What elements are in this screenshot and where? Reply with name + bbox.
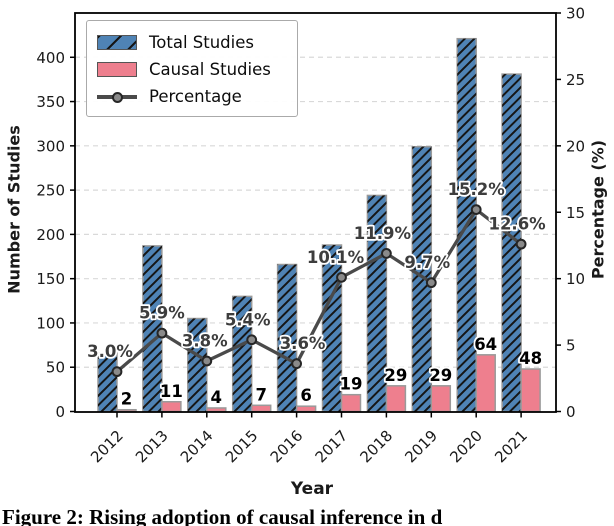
percentage-label: 3.8% <box>182 332 228 351</box>
total-studies-bar-hatch <box>412 146 432 412</box>
legend-item-total-studies: Total Studies <box>97 29 287 56</box>
x-tick-label: 2020 <box>446 427 486 467</box>
legend-label: Total Studies <box>149 33 254 52</box>
causal-count-label: 6 <box>300 386 311 405</box>
percentage-label: 12.6% <box>488 215 546 234</box>
x-tick-label: 2016 <box>267 427 307 467</box>
y-left-tick-label: 200 <box>36 226 65 244</box>
percentage-point <box>291 358 303 370</box>
x-tick-label: 2012 <box>87 427 127 467</box>
x-tick-label: 2017 <box>312 427 352 467</box>
percentage-line <box>115 207 523 373</box>
total-studies-bar-hatch <box>98 353 117 412</box>
causal-studies-bar <box>430 385 452 413</box>
causal-studies-bar <box>206 407 227 413</box>
causal-studies-bar <box>385 385 407 413</box>
total-studies-bar-hatch <box>187 318 207 412</box>
causal-count-label: 19 <box>340 375 363 394</box>
legend-label: Percentage <box>149 87 242 106</box>
percentage-label: 5.4% <box>225 310 271 329</box>
y-left-tick-label: 150 <box>36 270 65 288</box>
figure-caption: Figure 2: Rising adoption of causal infe… <box>2 505 443 526</box>
percentage-point <box>246 334 258 346</box>
legend: Total Studies Causal Studies Percentage <box>86 20 298 117</box>
y-right-tick-label: 0 <box>566 403 576 421</box>
percentage-label: 15.2% <box>448 180 506 199</box>
y-axis-label-left: Number of Studies <box>4 125 24 294</box>
causal-studies-bar <box>295 405 317 413</box>
causal-count-label: 7 <box>255 385 266 404</box>
percentage-point <box>201 355 213 367</box>
y-right-tick-label: 20 <box>566 137 585 155</box>
x-tick-label: 2014 <box>177 427 217 467</box>
causal-count-label: 4 <box>211 388 222 407</box>
causal-studies-bar <box>250 404 272 413</box>
percentage-label: 9.7% <box>404 253 450 272</box>
x-tick-label: 2018 <box>356 427 396 467</box>
percentage-point <box>470 204 482 215</box>
total-studies-swatch-icon <box>97 35 137 50</box>
causal-studies-bar <box>161 401 182 413</box>
percentage-label: 11.9% <box>354 224 412 243</box>
y-right-tick-label: 25 <box>566 71 585 89</box>
causal-count-label: 2 <box>121 390 132 409</box>
x-tick-label: 2015 <box>222 427 262 467</box>
total-studies-bar-hatch <box>142 245 162 412</box>
x-tick-label: 2019 <box>401 427 441 467</box>
total-studies-bar-hatch <box>502 74 522 412</box>
percentage-label: 5.9% <box>139 304 185 323</box>
y-left-tick-label: 350 <box>36 93 65 111</box>
y-left-tick-label: 250 <box>36 182 65 200</box>
percentage-point <box>156 327 168 339</box>
causal-studies-swatch-icon <box>97 62 137 77</box>
total-studies-bar-hatch <box>277 264 297 412</box>
percentage-point <box>111 366 123 378</box>
causal-count-label: 11 <box>160 382 183 401</box>
percentage-point <box>336 271 347 283</box>
x-tick-label: 2013 <box>132 427 172 467</box>
percentage-label: 3.6% <box>280 334 326 353</box>
causal-count-label: 64 <box>474 335 497 354</box>
y-left-tick-label: 300 <box>36 137 65 155</box>
causal-count-label: 29 <box>429 366 452 385</box>
percentage-line-marker-icon <box>97 89 137 104</box>
y-right-tick-label: 10 <box>566 270 585 288</box>
y-right-tick-label: 5 <box>566 337 576 355</box>
total-studies-bar-hatch <box>367 195 387 412</box>
y-right-tick-label: 15 <box>566 204 585 222</box>
y-left-tick-label: 400 <box>36 49 65 67</box>
causal-studies-bar <box>475 354 496 413</box>
percentage-label: 3.0% <box>87 342 133 361</box>
causal-count-label: 48 <box>519 349 542 368</box>
legend-label: Causal Studies <box>149 60 271 79</box>
causal-count-label: 29 <box>384 366 407 385</box>
y-axis-label-right: Percentage (%) <box>588 139 608 280</box>
percentage-point <box>515 238 527 250</box>
x-axis-label: Year <box>290 479 334 499</box>
legend-item-causal-studies: Causal Studies <box>97 56 287 83</box>
legend-item-percentage: Percentage <box>97 83 287 110</box>
total-studies-bar-hatch <box>232 296 252 412</box>
y-left-tick-label: 0 <box>55 403 65 421</box>
percentage-point <box>425 277 437 289</box>
causal-studies-bar <box>520 368 541 413</box>
y-left-tick-label: 50 <box>46 359 65 377</box>
percentage-point <box>381 248 392 259</box>
causal-studies-bar <box>340 393 362 413</box>
x-tick-label: 2021 <box>491 427 531 467</box>
y-right-tick-label: 30 <box>566 5 585 23</box>
y-left-tick-label: 100 <box>36 314 65 332</box>
percentage-label: 10.1% <box>307 248 365 267</box>
